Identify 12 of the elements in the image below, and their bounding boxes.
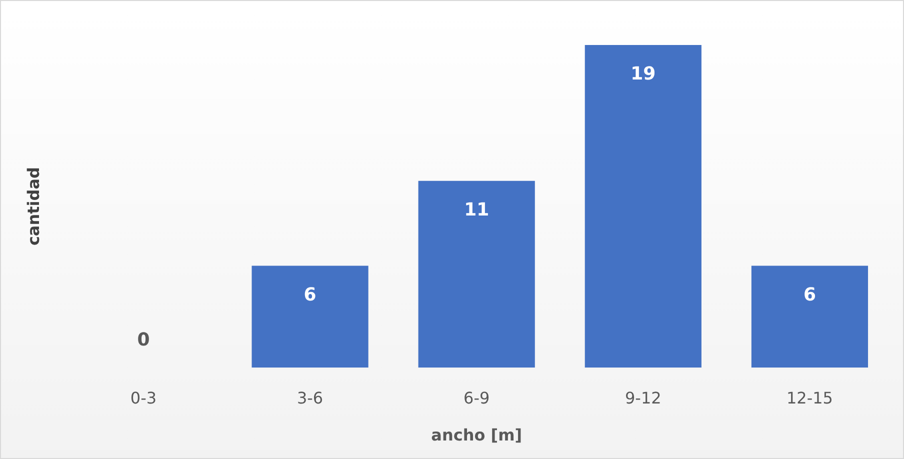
x-tick-label: 12-15 bbox=[786, 388, 833, 408]
data-label: 19 bbox=[630, 64, 656, 85]
x-tick-label: 0-3 bbox=[130, 388, 157, 408]
data-label: 6 bbox=[803, 284, 816, 306]
data-label: 0 bbox=[137, 329, 150, 350]
x-tick-label: 3-6 bbox=[296, 388, 324, 408]
x-tick-label: 6-9 bbox=[464, 388, 490, 408]
x-tick-label: 9-12 bbox=[625, 388, 662, 408]
data-label: 6 bbox=[304, 284, 316, 306]
x-axis-title: ancho [m] bbox=[431, 426, 522, 445]
y-axis-title: cantidad bbox=[24, 167, 43, 246]
data-label: 11 bbox=[464, 200, 490, 221]
